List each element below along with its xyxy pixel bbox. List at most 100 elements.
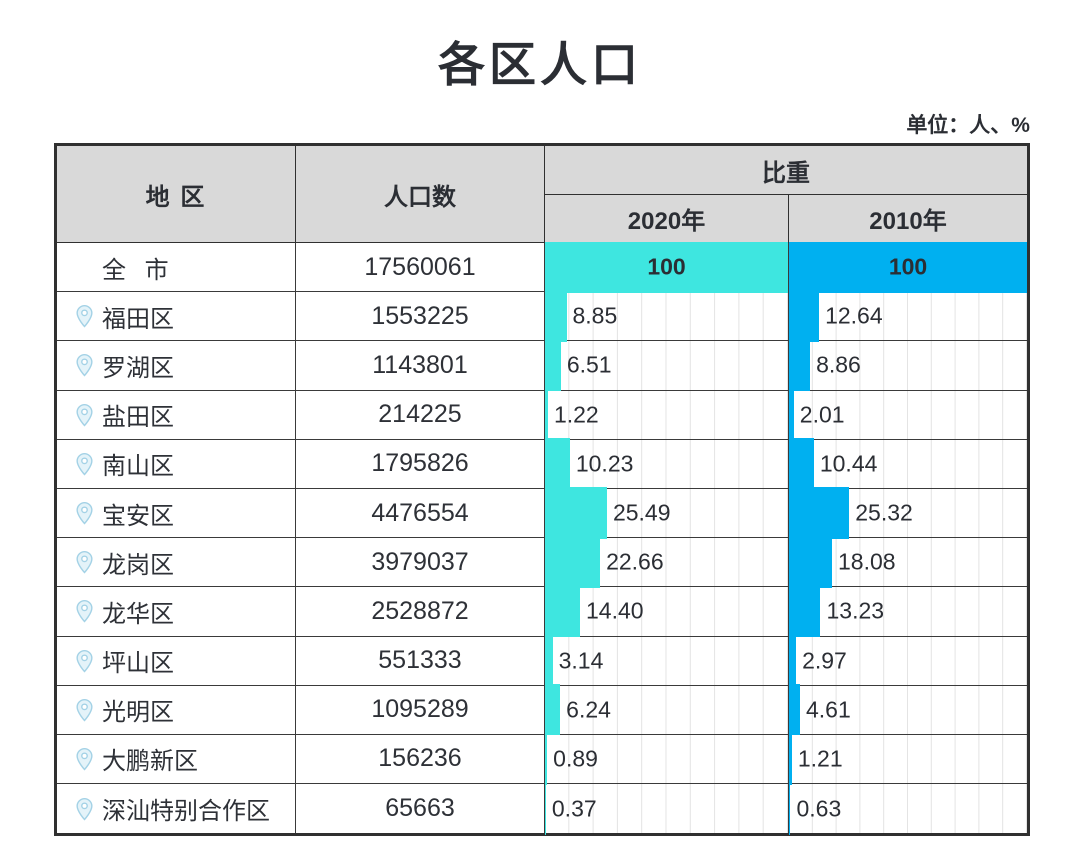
proportion-2010-cell: 2.01 <box>789 389 1027 441</box>
location-pin-icon <box>76 600 93 623</box>
table-row: 盐田区 214225 1.22 2.01 <box>57 389 1027 441</box>
proportion-2010-cell: 0.63 <box>789 782 1027 835</box>
population-cell: 4476554 <box>296 488 545 538</box>
bar-2010 <box>789 585 821 637</box>
bar-2010 <box>789 536 833 588</box>
bar-2010 <box>789 782 791 835</box>
table-row: 光明区 1095289 6.24 4.61 <box>57 684 1027 736</box>
bar-value-2020: 8.85 <box>572 302 618 329</box>
proportion-2020-cell: 1.22 <box>545 389 789 441</box>
proportion-2010-cell: 8.86 <box>789 339 1027 392</box>
population-cell: 2528872 <box>296 587 545 636</box>
location-pin-icon <box>76 305 93 328</box>
bar-2010 <box>789 389 794 441</box>
unit-note: 单位：人、% <box>906 114 1030 137</box>
region-name: 福田区 <box>102 305 174 333</box>
region-cell: 全 市 <box>57 243 296 292</box>
bar-value-2010: 1.21 <box>797 745 843 772</box>
bar-value-2020: 10.23 <box>575 450 634 477</box>
proportion-2020-cell: 25.49 <box>545 487 789 539</box>
bar-2020 <box>545 339 561 392</box>
proportion-2010-cell: 18.08 <box>789 536 1027 588</box>
region-name: 南山区 <box>102 453 174 481</box>
region-cell: 龙华区 <box>57 587 296 636</box>
bar-2010 <box>789 635 797 687</box>
population-cell: 214225 <box>296 390 545 439</box>
table-row: 福田区 1553225 8.85 12.64 <box>57 290 1027 342</box>
bar-value-2020: 6.24 <box>566 696 611 723</box>
header-year-row: 2020年 2010年 <box>545 195 1027 242</box>
proportion-2010-cell: 13.23 <box>789 585 1027 637</box>
region-name: 坪山区 <box>102 650 174 678</box>
proportion-2010-cell: 2.97 <box>789 635 1027 687</box>
bar-value-2020: 25.49 <box>612 499 671 526</box>
proportion-2010-cell: 25.32 <box>789 487 1027 539</box>
region-cell: 大鹏新区 <box>57 734 296 784</box>
table-row: 罗湖区 1143801 6.51 8.86 <box>57 339 1027 392</box>
region-name: 全 市 <box>102 256 175 284</box>
bar-value-2010: 8.86 <box>816 351 861 378</box>
population-table: 地 区 人口数 比重 2020年 2010年 全 市 17560061 100 100… <box>54 143 1030 837</box>
bar-value-2010: 18.08 <box>838 548 896 575</box>
proportion-2020-cell: 0.89 <box>545 733 789 785</box>
bar-value-2020: 6.51 <box>566 351 612 378</box>
bar-value-2010: 25.32 <box>855 499 913 526</box>
bar-2020 <box>545 290 567 342</box>
location-pin-icon <box>76 649 93 673</box>
proportion-2020-cell: 3.14 <box>545 635 789 687</box>
region-cell: 福田区 <box>57 292 296 341</box>
bar-2020 <box>545 487 607 539</box>
proportion-2020-cell: 10.23 <box>545 438 789 490</box>
proportion-2020-cell: 6.51 <box>545 339 789 392</box>
bar-value-2010: 12.64 <box>825 302 883 329</box>
bar-value-2020: 0.89 <box>553 745 598 772</box>
bar-2020 <box>545 635 553 687</box>
location-pin-icon <box>76 452 93 476</box>
region-cell: 光明区 <box>57 685 296 734</box>
bar-2020 <box>545 438 570 490</box>
population-cell: 1795826 <box>296 439 545 488</box>
page-title: 各区人口 <box>438 38 642 91</box>
bar-value-2010: 2.97 <box>802 647 847 674</box>
region-name: 罗湖区 <box>102 354 174 382</box>
population-cell: 65663 <box>296 784 545 834</box>
bar-value-2010: 2.01 <box>799 401 845 428</box>
header-proportion: 比重 <box>545 146 1027 195</box>
population-cell: 3979037 <box>296 538 545 587</box>
table-row-total: 全 市 17560061 100 100 <box>57 241 1027 293</box>
header-population: 人口数 <box>296 146 545 242</box>
header-year-2010: 2010年 <box>869 208 947 235</box>
bar-value-2010: 100 <box>888 253 928 280</box>
bar-2010 <box>789 241 1027 293</box>
bar-2010 <box>789 438 814 490</box>
bar-2020 <box>545 585 580 637</box>
location-pin-icon <box>76 797 93 821</box>
header-proportion-group: 比重 2020年 2010年 <box>545 146 1027 242</box>
population-cell: 1143801 <box>296 341 545 390</box>
bar-value-2020: 100 <box>647 253 686 280</box>
region-name: 盐田区 <box>102 404 174 432</box>
bar-value-2010: 4.61 <box>805 696 851 723</box>
bar-2010 <box>789 339 811 392</box>
region-name: 大鹏新区 <box>102 748 198 776</box>
population-cell: 17560061 <box>296 243 545 292</box>
table-row: 南山区 1795826 10.23 10.44 <box>57 438 1027 490</box>
region-cell: 宝安区 <box>57 488 296 538</box>
proportion-2010-cell: 10.44 <box>789 438 1027 490</box>
proportion-2020-cell: 8.85 <box>545 290 789 342</box>
location-pin-icon <box>76 502 93 525</box>
table-row: 宝安区 4476554 25.49 25.32 <box>57 487 1027 539</box>
population-cell: 1095289 <box>296 685 545 734</box>
region-name: 宝安区 <box>102 502 174 530</box>
bar-2020 <box>545 536 601 588</box>
location-pin-icon <box>76 748 93 771</box>
bar-2020 <box>545 733 548 785</box>
bar-2020 <box>545 241 788 293</box>
bar-value-2020: 0.37 <box>551 795 597 822</box>
proportion-2010-cell: 12.64 <box>789 290 1027 342</box>
bar-value-2020: 3.14 <box>558 647 604 674</box>
region-cell: 深汕特别合作区 <box>57 784 296 834</box>
region-cell: 坪山区 <box>57 636 296 685</box>
region-cell: 罗湖区 <box>57 341 296 390</box>
population-cell: 1553225 <box>296 292 545 341</box>
